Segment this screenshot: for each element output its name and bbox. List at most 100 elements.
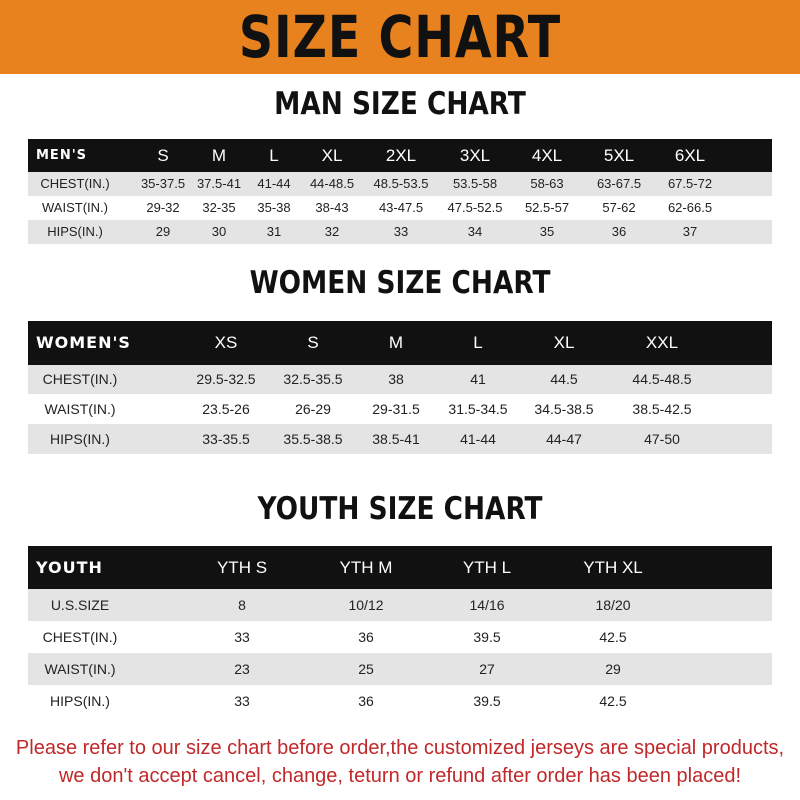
size-column-header: YTH XL: [583, 558, 643, 577]
table-row: CHEST(IN.) 35-37.5 37.5-41 41-44 44-48.5 48.5…: [28, 172, 772, 196]
measurement-value: 29: [155, 224, 171, 239]
measurement-value: 38.5-41: [372, 431, 420, 447]
measurement-value: 23: [234, 661, 250, 677]
measurement-value: 30: [211, 224, 227, 239]
table-row: WAIST(IN.) 29-32 32-35 35-38 38-43 43-47.5 47.…: [28, 196, 772, 220]
size-column-header: XL: [321, 146, 343, 165]
measurement-value: 35.5-38.5: [283, 431, 343, 447]
size-column-header: XL: [553, 333, 575, 352]
measurement-label: HIPS(IN.): [47, 224, 103, 239]
measurement-value: 26-29: [295, 401, 331, 417]
measurement-value: 39.5: [473, 693, 501, 709]
measurement-value: 29-31.5: [372, 401, 420, 417]
women-size-table: WOMEN'S XS S M L XL XXL CHEST(IN.) 29.5-32.5 32.5…: [28, 321, 772, 454]
youth-header-row: YOUTH YTH S YTH M YTH L YTH XL: [28, 546, 772, 589]
measurement-value: 29.5-32.5: [196, 371, 256, 387]
size-column-header: M: [211, 146, 227, 165]
youth-size-table: YOUTH YTH S YTH M YTH L YTH XL U.S.SIZE 8 10/12…: [28, 546, 772, 717]
measurement-value: 34: [467, 224, 483, 239]
table-category-label: YOUTH: [36, 558, 103, 577]
measurement-value: 67.5-72: [667, 176, 713, 191]
measurement-value: 58-63: [530, 176, 564, 191]
title-banner: SIZE CHART: [0, 0, 800, 74]
measurement-value: 33: [234, 629, 250, 645]
table-row: WAIST(IN.) 23.5-26 26-29 29-31.5 31.5-34.5 34…: [28, 394, 772, 424]
size-column-header: L: [473, 333, 483, 352]
measurement-value: 35-38: [257, 200, 291, 215]
size-column-header: YTH S: [216, 558, 268, 577]
size-column-header: 3XL: [459, 146, 491, 165]
size-column-header: YTH M: [339, 558, 393, 577]
men-section-title: MAN SIZE CHART: [274, 86, 526, 122]
footer-notice-line-2: we don't accept cancel, change, teturn o…: [58, 765, 742, 787]
measurement-value: 43-47.5: [378, 200, 424, 215]
measurement-label: CHEST(IN.): [42, 629, 118, 645]
size-column-header: 6XL: [674, 146, 706, 165]
measurement-value: 42.5: [599, 629, 627, 645]
measurement-value: 42.5: [599, 693, 627, 709]
table-row: HIPS(IN.) 29 30 31 32 33 34 35 36 37: [28, 220, 772, 244]
table-row: HIPS(IN.) 33 36 39.5 42.5: [28, 685, 772, 717]
measurement-value: 37: [682, 224, 698, 239]
measurement-value: 53.5-58: [452, 176, 498, 191]
measurement-label: HIPS(IN.): [50, 431, 110, 447]
measurement-value: 37.5-41: [196, 176, 242, 191]
measurement-value: 31: [266, 224, 282, 239]
measurement-value: 38: [388, 371, 404, 387]
size-column-header: M: [388, 333, 404, 352]
measurement-value: 44.5: [550, 371, 578, 387]
women-header-row: WOMEN'S XS S M L XL XXL: [28, 321, 772, 365]
measurement-value: 39.5: [473, 629, 501, 645]
measurement-value: 57-62: [602, 200, 636, 215]
measurement-value: 31.5-34.5: [448, 401, 508, 417]
size-column-header: 2XL: [385, 146, 417, 165]
measurement-value: 32: [324, 224, 340, 239]
measurement-value: 44.5-48.5: [632, 371, 692, 387]
measurement-label: CHEST(IN.): [40, 176, 110, 191]
measurement-value: 41: [470, 371, 486, 387]
table-row: CHEST(IN.) 33 36 39.5 42.5: [28, 621, 772, 653]
measurement-value: 23.5-26: [202, 401, 250, 417]
measurement-value: 27: [479, 661, 495, 677]
footer-notice-line-1: Please refer to our size chart before or…: [15, 737, 785, 759]
table-row: HIPS(IN.) 33-35.5 35.5-38.5 38.5-41 41-44 44-…: [28, 424, 772, 454]
size-column-header: YTH L: [462, 558, 512, 577]
measurement-value: 47-50: [644, 431, 680, 447]
measurement-value: 41-44: [460, 431, 496, 447]
table-category-label: MEN'S: [36, 148, 88, 163]
measurement-label: WAIST(IN.): [42, 200, 108, 215]
page-title: SIZE CHART: [238, 3, 562, 71]
measurement-value: 32-35: [202, 200, 236, 215]
measurement-value: 18/20: [595, 597, 631, 613]
table-row: CHEST(IN.) 29.5-32.5 32.5-35.5 38 41 44.5 44.5…: [28, 365, 772, 394]
size-column-header: S: [157, 146, 169, 165]
measurement-value: 48.5-53.5: [373, 176, 429, 191]
measurement-value: 36: [358, 629, 374, 645]
measurement-value: 62-66.5: [667, 200, 713, 215]
measurement-value: 63-67.5: [596, 176, 642, 191]
measurement-value: 32.5-35.5: [283, 371, 343, 387]
size-column-header: XXL: [645, 333, 679, 352]
table-row: U.S.SIZE 8 10/12 14/16 18/20: [28, 589, 772, 621]
measurement-value: 47.5-52.5: [447, 200, 503, 215]
measurement-value: 33-35.5: [202, 431, 250, 447]
table-row: WAIST(IN.) 23 25 27 29: [28, 653, 772, 685]
measurement-label: CHEST(IN.): [42, 371, 118, 387]
measurement-value: 25: [358, 661, 374, 677]
table-category-label: WOMEN'S: [36, 333, 131, 352]
measurement-value: 35-37.5: [140, 176, 186, 191]
measurement-value: 14/16: [469, 597, 505, 613]
measurement-value: 10/12: [348, 597, 384, 613]
measurement-value: 33: [393, 224, 409, 239]
measurement-value: 8: [238, 597, 246, 613]
measurement-value: 29: [605, 661, 621, 677]
measurement-value: 44-47: [546, 431, 582, 447]
men-size-table: MEN'S S M L XL 2XL 3XL 4XL 5XL 6XL CHEST(IN.) 35-37…: [28, 139, 772, 244]
measurement-value: 38.5-42.5: [632, 401, 692, 417]
measurement-label: HIPS(IN.): [50, 693, 110, 709]
measurement-value: 36: [358, 693, 374, 709]
measurement-value: 36: [611, 224, 627, 239]
size-column-header: S: [307, 333, 319, 352]
youth-section-title: YOUTH SIZE CHART: [257, 491, 543, 527]
measurement-value: 41-44: [257, 176, 291, 191]
